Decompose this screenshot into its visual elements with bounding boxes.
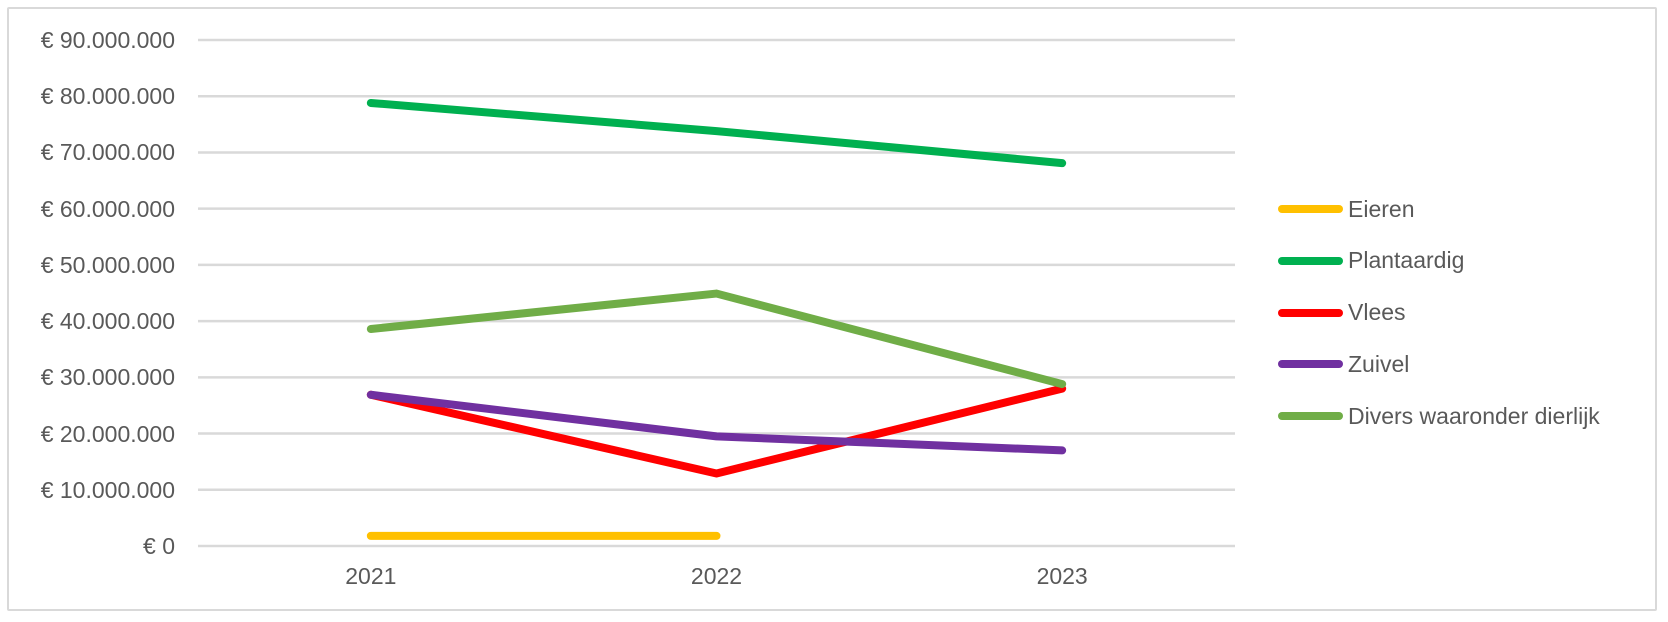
legend-label: Eieren	[1348, 195, 1415, 222]
legend-item-eieren: Eieren	[1278, 194, 1414, 224]
legend-item-zuivel: Zuivel	[1278, 349, 1409, 379]
series-line-divers-waaronder-dierlijk	[366, 289, 1067, 389]
legend-item-plantaardig: Plantaardig	[1278, 246, 1464, 276]
x-axis-label: 2023	[1036, 563, 1088, 589]
series-line-zuivel	[366, 390, 1067, 455]
legend-swatch	[1278, 308, 1343, 317]
y-axis-tick-label: € 30.000.000	[40, 364, 175, 391]
y-axis-tick-label: € 80.000.000	[40, 83, 175, 110]
y-axis-tick-label: € 50.000.000	[40, 251, 175, 278]
legend-label: Zuivel	[1348, 350, 1410, 377]
legend-swatch	[1278, 412, 1343, 420]
series-line-vlees	[366, 384, 1067, 478]
legend-label: Plantaardig	[1348, 247, 1465, 274]
chart-frame	[7, 7, 1657, 611]
legend-label: Vlees	[1348, 299, 1406, 325]
y-axis-tick-label: € 60.000.000	[40, 195, 175, 222]
legend-label: Divers waaronder dierlijk	[1348, 402, 1600, 429]
legend-item-vlees: Vlees	[1278, 298, 1406, 328]
x-axis-label: 2021	[345, 563, 397, 589]
y-axis-tick-label: € 0	[143, 533, 175, 559]
y-axis-tick-label: € 40.000.000	[40, 308, 175, 335]
legend-swatch	[1278, 205, 1343, 213]
legend-item-divers-waaronder-dierlijk: Divers waaronder dierlijk	[1278, 401, 1600, 431]
y-axis-tick-label: € 20.000.000	[40, 420, 175, 447]
y-axis-tick-label: € 10.000.000	[40, 476, 175, 503]
y-axis-tick-label: € 90.000.000	[40, 27, 175, 53]
legend-swatch	[1278, 360, 1343, 369]
series-line-plantaardig	[366, 98, 1067, 168]
y-axis-tick-label: € 70.000.000	[40, 139, 175, 166]
legend-swatch	[1278, 256, 1343, 265]
x-axis-label: 2022	[690, 563, 743, 589]
